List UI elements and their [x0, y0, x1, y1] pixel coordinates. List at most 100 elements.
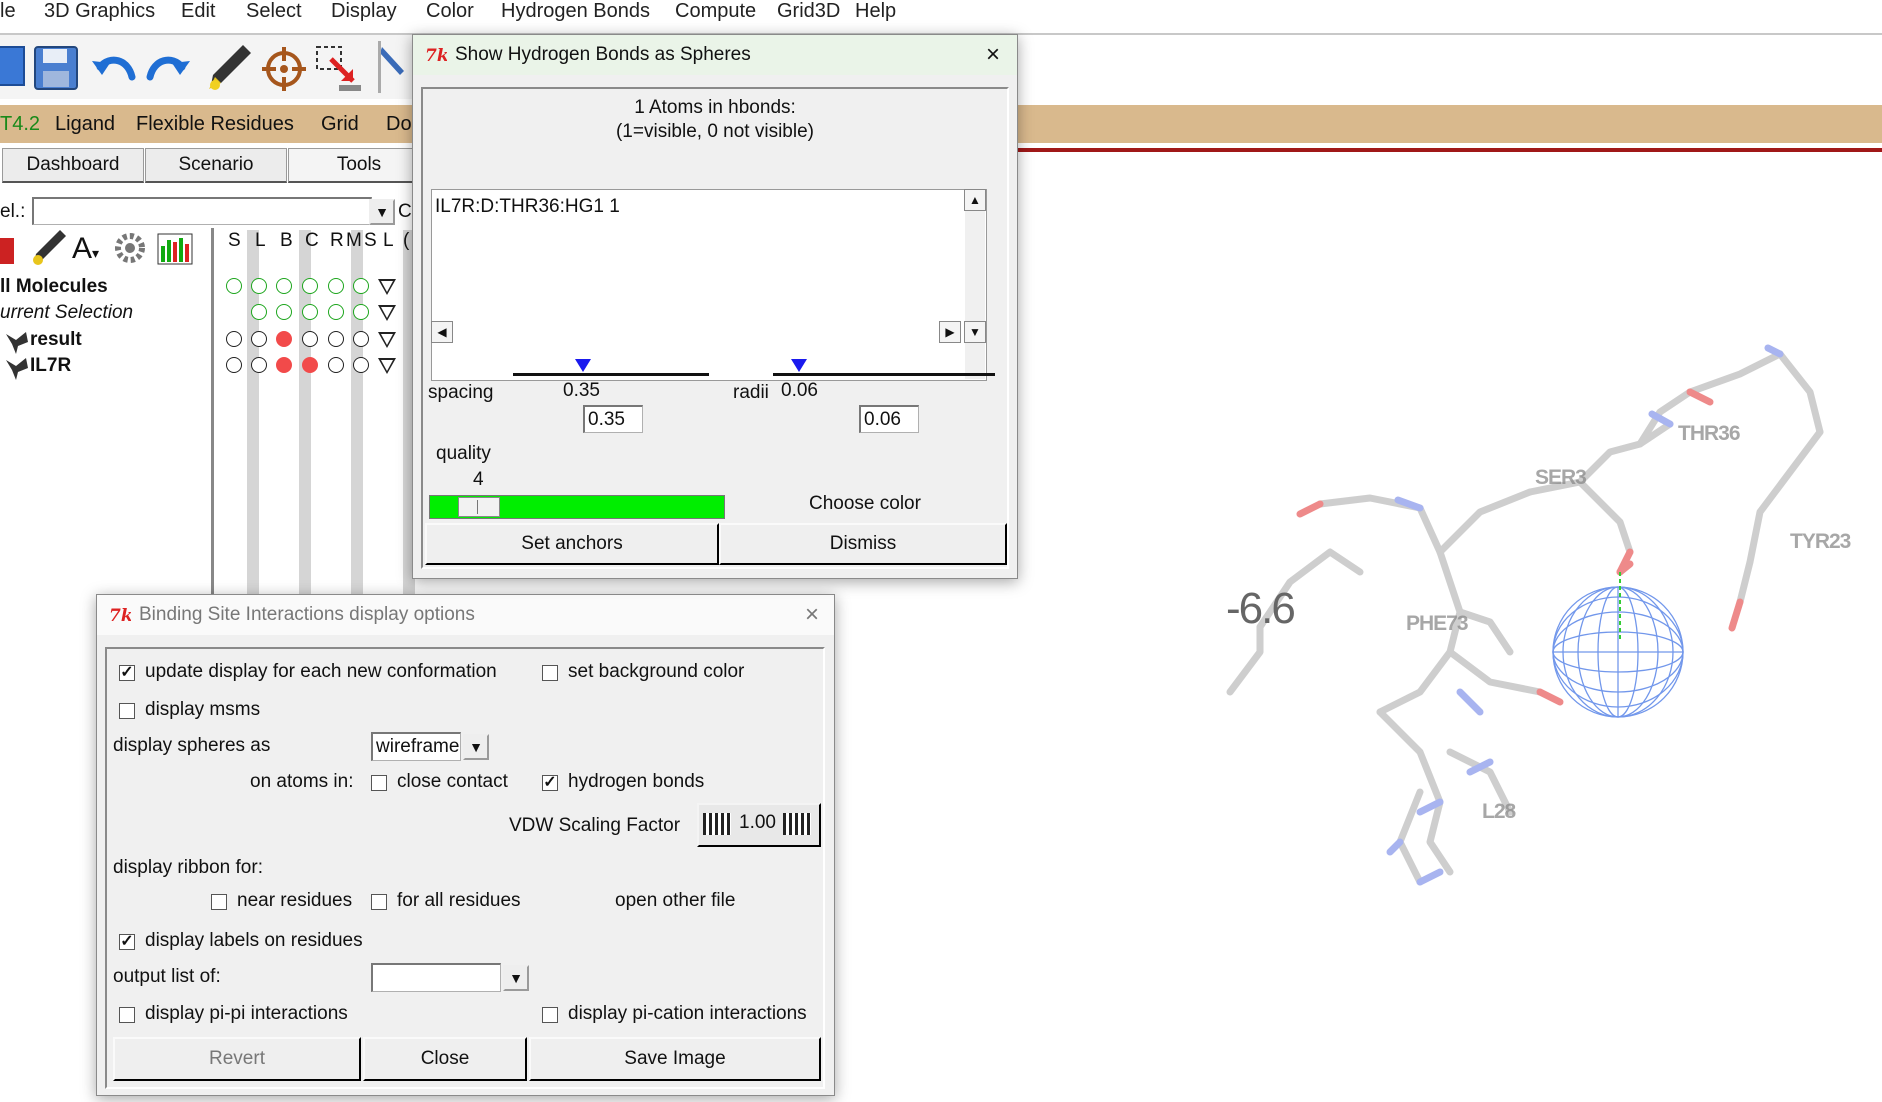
set-anchors-button[interactable]: Set anchors	[425, 523, 719, 565]
toggle-circle-active[interactable]	[276, 357, 292, 373]
menu-hydrogen-bonds[interactable]: Hydrogen Bonds	[501, 0, 650, 22]
hydrogen-bonds-checkbox[interactable]: ✓	[542, 774, 558, 791]
expand-triangle-icon[interactable]	[378, 305, 396, 321]
vdw-scaling-thumbwheel[interactable]: 1.00	[697, 803, 821, 847]
tool-icon[interactable]	[378, 41, 408, 93]
open-file-icon[interactable]	[0, 41, 34, 93]
settings-gear-icon[interactable]	[112, 228, 150, 268]
toggle-circle[interactable]	[353, 278, 369, 294]
scroll-right-icon[interactable]: ▶	[939, 321, 961, 343]
close-icon[interactable]: ×	[804, 601, 819, 628]
pen-tool-icon[interactable]	[203, 41, 251, 93]
expand-triangle-icon[interactable]	[378, 332, 396, 348]
tab-grid[interactable]: Grid	[321, 113, 359, 135]
toggle-circle[interactable]	[302, 304, 318, 320]
toggle-circle[interactable]	[226, 331, 242, 347]
display-labels-checkbox[interactable]: ✓	[119, 933, 135, 950]
revert-button[interactable]: Revert	[113, 1037, 361, 1081]
toggle-circle[interactable]	[353, 304, 369, 320]
toggle-circle-active[interactable]	[276, 331, 292, 347]
pi-pi-checkbox[interactable]	[119, 1007, 135, 1023]
molecule-all-molecules[interactable]: ll Molecules	[0, 276, 108, 297]
scroll-left-icon[interactable]: ◀	[431, 321, 453, 343]
scroll-down-icon[interactable]: ▼	[964, 321, 986, 343]
pi-cation-checkbox[interactable]	[542, 1007, 558, 1023]
close-contact-checkbox[interactable]	[371, 775, 387, 791]
menu-file[interactable]: le	[0, 0, 16, 22]
near-residues-checkbox[interactable]	[211, 894, 227, 910]
quality-slider[interactable]	[429, 495, 725, 519]
radii-input[interactable]: 0.06	[859, 405, 919, 433]
menu-select[interactable]: Select	[246, 0, 302, 22]
toggle-circle[interactable]	[328, 357, 344, 373]
radii-slider-marker[interactable]	[791, 359, 807, 372]
toggle-circle[interactable]	[353, 357, 369, 373]
menu-display[interactable]: Display	[331, 0, 397, 22]
toggle-circle[interactable]	[251, 278, 267, 294]
target-icon[interactable]	[258, 41, 306, 93]
tab-t42[interactable]: T4.2	[0, 113, 41, 135]
select-arrow-icon[interactable]	[313, 41, 361, 93]
toggle-circle[interactable]	[251, 304, 267, 320]
vertical-scrollbar[interactable]	[965, 189, 985, 379]
toggle-circle[interactable]	[302, 331, 318, 347]
toggle-circle[interactable]	[276, 278, 292, 294]
selection-input[interactable]	[32, 197, 372, 225]
expand-triangle-icon[interactable]	[378, 279, 396, 295]
quality-slider-thumb[interactable]	[458, 497, 500, 517]
undo-icon[interactable]	[88, 41, 136, 93]
toggle-circle[interactable]	[226, 278, 242, 294]
label-text-icon[interactable]: A▾	[72, 232, 100, 265]
chevron-down-icon[interactable]: ▼	[503, 965, 529, 991]
spacing-slider-track[interactable]	[513, 373, 709, 376]
toggle-circle[interactable]	[328, 278, 344, 294]
bar-graph-icon[interactable]	[156, 228, 194, 268]
edit-pen-icon[interactable]	[30, 228, 68, 268]
update-display-checkbox[interactable]: ✓	[119, 664, 135, 681]
chevron-down-icon[interactable]: ▼	[463, 734, 489, 760]
toggle-circle[interactable]	[251, 357, 267, 373]
toggle-circle[interactable]	[328, 304, 344, 320]
redo-icon[interactable]	[144, 41, 192, 93]
output-list-select[interactable]	[371, 963, 501, 992]
scroll-up-icon[interactable]: ▲	[964, 189, 986, 211]
choose-color-button[interactable]: Choose color	[809, 493, 921, 514]
spacing-slider-marker[interactable]	[575, 359, 591, 372]
radii-slider-track[interactable]	[773, 373, 995, 376]
tab-tools[interactable]: Tools	[288, 148, 430, 183]
toggle-circle-active[interactable]	[302, 357, 318, 373]
dismiss-button[interactable]: Dismiss	[719, 523, 1007, 565]
molecule-current-selection[interactable]: urrent Selection	[0, 302, 134, 323]
all-residues-checkbox[interactable]	[371, 894, 387, 910]
molecule-il7r[interactable]: IL7R	[30, 355, 72, 376]
tab-docking[interactable]: Do	[386, 113, 412, 135]
display-msms-checkbox[interactable]	[119, 703, 135, 719]
save-image-button[interactable]: Save Image	[529, 1037, 821, 1081]
open-other-file-link[interactable]: open other file	[615, 890, 736, 911]
list-item[interactable]: IL7R:D:THR36:HG1 1	[435, 196, 620, 217]
close-icon[interactable]: ×	[985, 41, 1000, 68]
tab-dashboard[interactable]: Dashboard	[2, 148, 144, 183]
menu-help[interactable]: Help	[855, 0, 897, 22]
close-button[interactable]: Close	[363, 1037, 527, 1081]
molecule-result[interactable]: result	[30, 329, 82, 350]
toggle-circle[interactable]	[353, 331, 369, 347]
tab-scenario[interactable]: Scenario	[145, 148, 287, 183]
tab-flexible-residues[interactable]: Flexible Residues	[136, 113, 294, 135]
menu-3d-graphics[interactable]: 3D Graphics	[44, 0, 156, 22]
expand-triangle-icon[interactable]	[378, 358, 396, 374]
selection-dropdown-arrow[interactable]: ▼	[369, 199, 395, 225]
menu-compute[interactable]: Compute	[675, 0, 757, 22]
tab-ligand[interactable]: Ligand	[55, 113, 116, 135]
hbond-atom-list[interactable]: IL7R:D:THR36:HG1 1	[431, 189, 987, 381]
toggle-circle[interactable]	[251, 331, 267, 347]
display-spheres-select[interactable]: wireframe	[371, 732, 461, 761]
menu-edit[interactable]: Edit	[181, 0, 216, 22]
toggle-circle[interactable]	[276, 304, 292, 320]
menu-color[interactable]: Color	[426, 0, 474, 22]
spacing-input[interactable]: 0.35	[583, 405, 643, 433]
save-icon[interactable]	[32, 41, 80, 93]
3d-viewer[interactable]	[1020, 152, 1882, 1096]
set-background-checkbox[interactable]	[542, 665, 558, 681]
toggle-circle[interactable]	[226, 357, 242, 373]
